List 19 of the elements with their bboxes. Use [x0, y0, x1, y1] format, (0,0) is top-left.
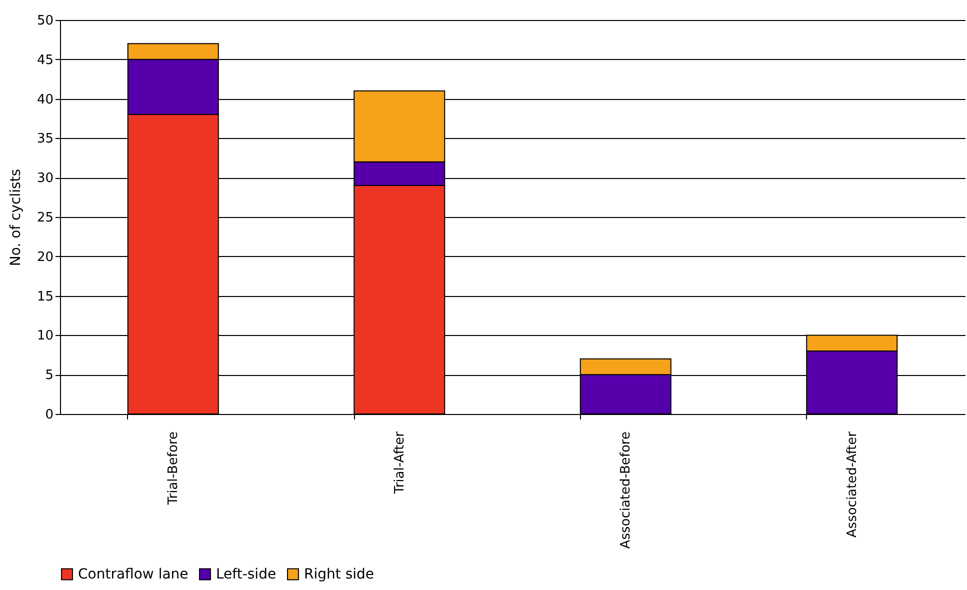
x-tick-label: Trial-Before	[166, 432, 182, 506]
y-tick-label: 35	[36, 132, 54, 147]
x-tick-label: Trial-After	[392, 430, 408, 495]
y-tick-label: 45	[36, 52, 54, 68]
x-tick-label: Associated-Before	[618, 432, 634, 549]
y-tick-label: 40	[36, 92, 54, 108]
legend-label: Contraflow lane	[78, 566, 188, 582]
y-tick-label: 10	[36, 328, 54, 344]
y-tick-label: 15	[36, 289, 54, 304]
y-tick-label: 25	[36, 210, 54, 226]
y-tick-label: 30	[36, 171, 54, 186]
legend-label: Right side	[304, 566, 374, 582]
y-axis-title: No. of cyclists	[8, 168, 24, 266]
y-tick-label: 0	[45, 408, 54, 422]
legend-label: Left-side	[216, 566, 276, 582]
y-tick-label: 5	[45, 368, 54, 384]
y-tick-label: 50	[36, 14, 54, 28]
x-tick-label: Associated-After	[844, 430, 860, 538]
y-tick-label: 20	[36, 250, 54, 265]
